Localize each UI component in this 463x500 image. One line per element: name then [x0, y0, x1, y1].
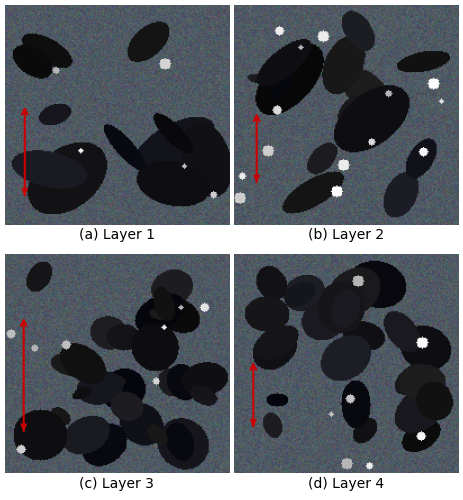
Text: (a) Layer 1: (a) Layer 1: [79, 228, 155, 242]
Text: (b) Layer 2: (b) Layer 2: [308, 228, 384, 242]
Text: (d) Layer 4: (d) Layer 4: [308, 477, 384, 491]
Text: (c) Layer 3: (c) Layer 3: [79, 477, 154, 491]
